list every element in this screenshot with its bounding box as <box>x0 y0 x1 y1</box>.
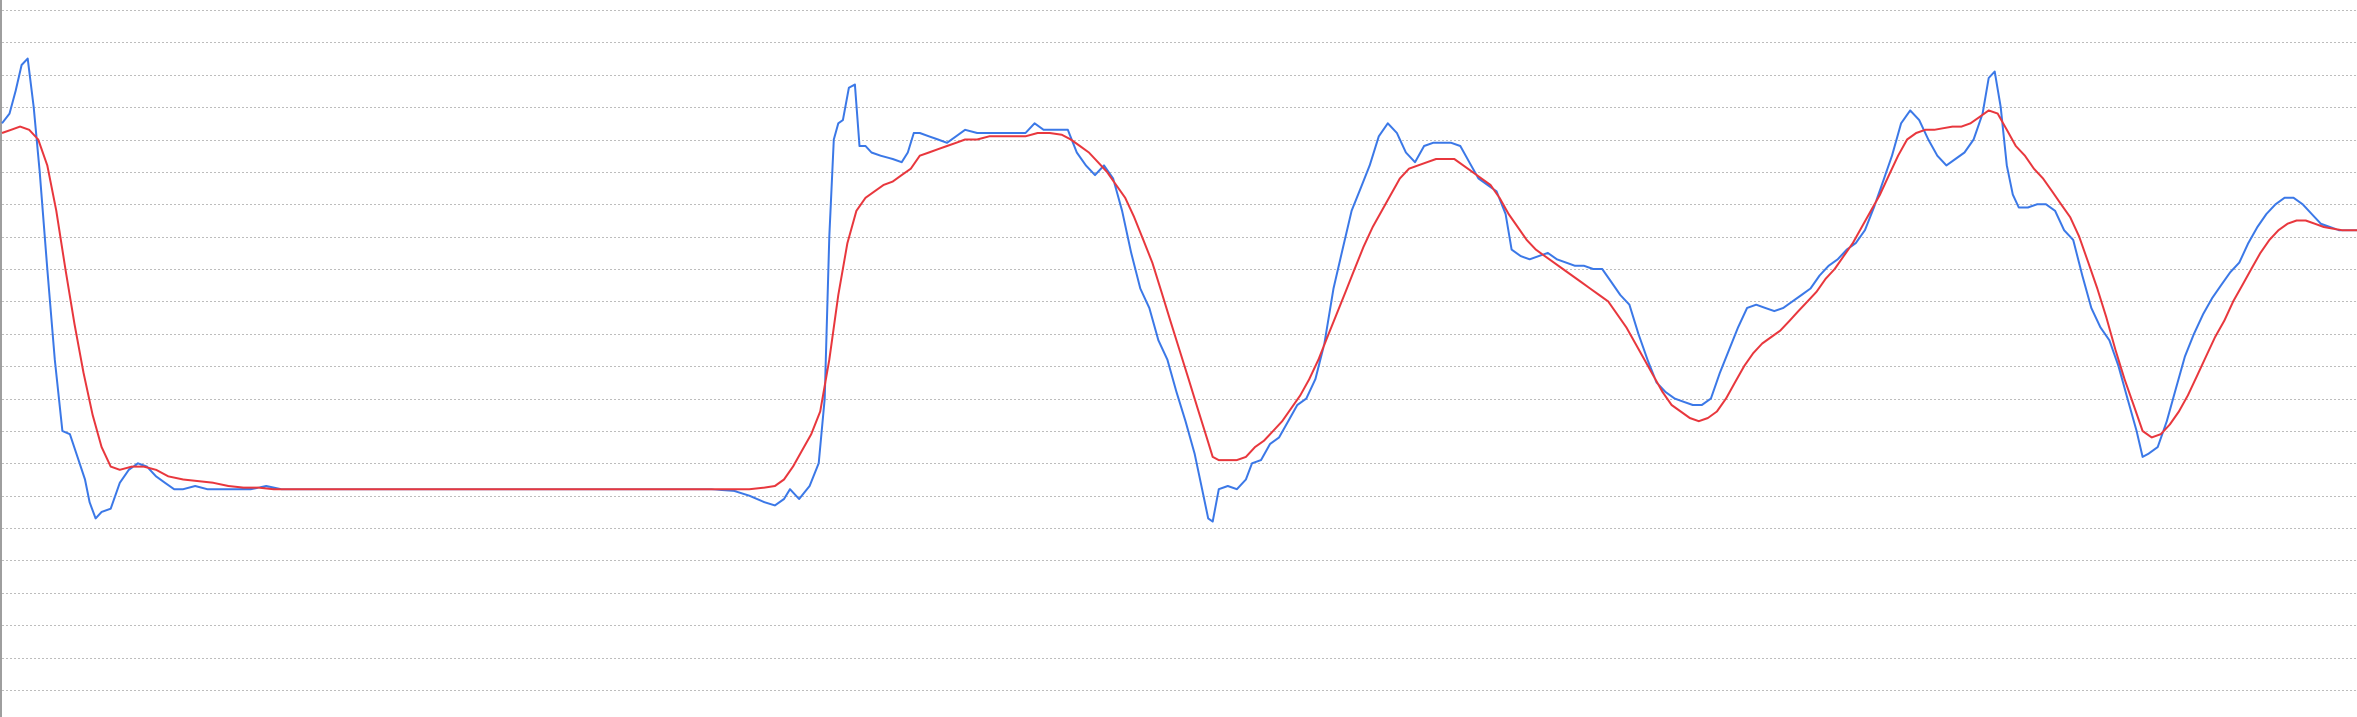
series-line-2 <box>1 109 2357 491</box>
series-line-1 <box>1 57 2357 523</box>
series-lines <box>1 57 2357 523</box>
grid-lines <box>2 10 2357 691</box>
